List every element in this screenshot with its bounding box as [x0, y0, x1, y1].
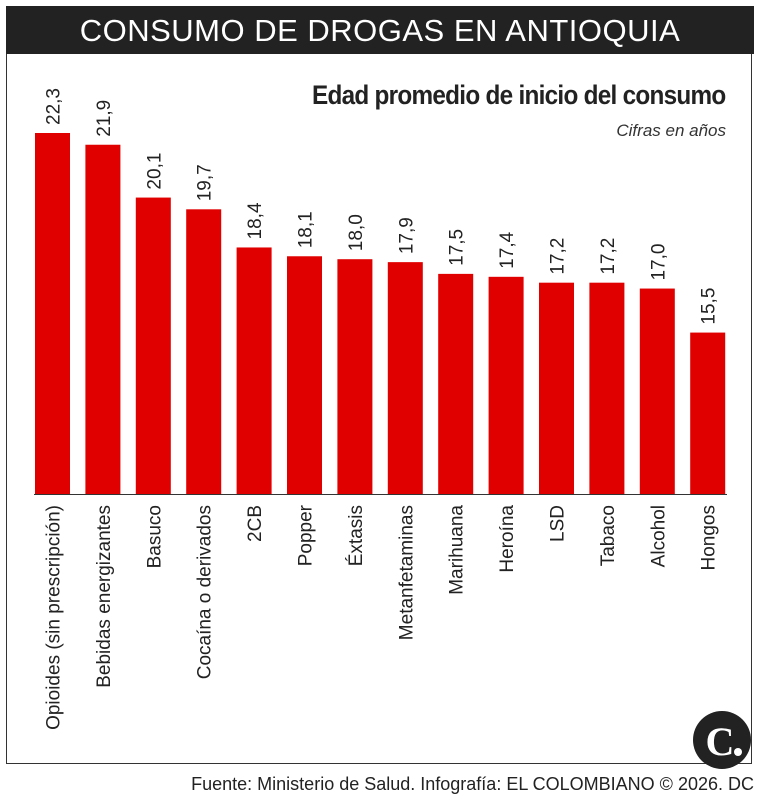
bar-4 — [236, 247, 272, 494]
bar-6 — [337, 259, 373, 494]
value-label: 20,1 — [144, 153, 165, 190]
category-label: Popper — [296, 504, 317, 566]
value-label: 22,3 — [44, 88, 65, 125]
category-label: 2CB — [245, 505, 266, 542]
value-label: 17,5 — [447, 229, 468, 266]
value-label: 17,2 — [598, 238, 619, 275]
category-label: Basuco — [144, 505, 165, 568]
logo: C — [693, 711, 751, 769]
category-label: Metanfetaminas — [396, 505, 417, 640]
chart-title: Edad promedio de inicio del consumo — [312, 80, 726, 110]
bar-0 — [35, 133, 70, 494]
value-label: 15,5 — [699, 288, 720, 325]
bar-11 — [589, 282, 625, 494]
bar-1 — [85, 144, 121, 494]
value-label: 18,1 — [296, 211, 317, 248]
value-label: 17,0 — [648, 244, 669, 281]
bar-7 — [387, 262, 423, 494]
category-label: Tabaco — [598, 505, 619, 566]
bar-13 — [690, 332, 726, 494]
bar-10 — [539, 282, 574, 494]
category-label: LSD — [548, 505, 569, 542]
chart-subtitle: Cifras en años — [616, 121, 726, 140]
source-note: Fuente: Ministerio de Salud. Infografía:… — [191, 774, 754, 794]
bar-3 — [186, 209, 222, 494]
category-label: Hongos — [699, 505, 720, 571]
value-label: 21,9 — [94, 100, 115, 137]
value-label: 18,4 — [245, 202, 266, 239]
category-label: Heroína — [497, 505, 518, 573]
category-label: Cocaína o derivados — [195, 505, 216, 679]
bar-8 — [438, 273, 474, 494]
bar-5 — [287, 256, 322, 494]
category-label: Éxtasis — [346, 505, 367, 566]
category-label: Bebidas energizantes — [94, 505, 115, 688]
category-label: Marihuana — [447, 505, 468, 595]
category-label: Opioides (sin prescripción) — [44, 505, 65, 730]
svg-text:C: C — [706, 719, 735, 764]
bar-2 — [135, 197, 171, 495]
value-label: 17,9 — [396, 217, 417, 254]
value-label: 17,4 — [497, 231, 518, 268]
value-label: 19,7 — [195, 164, 216, 201]
value-label: 17,2 — [548, 238, 569, 275]
bar-12 — [639, 288, 675, 494]
category-label: Alcohol — [648, 505, 669, 567]
value-label: 18,0 — [346, 214, 367, 251]
bar-9 — [488, 276, 524, 494]
page-title: CONSUMO DE DROGAS EN ANTIOQUIA — [6, 6, 754, 54]
